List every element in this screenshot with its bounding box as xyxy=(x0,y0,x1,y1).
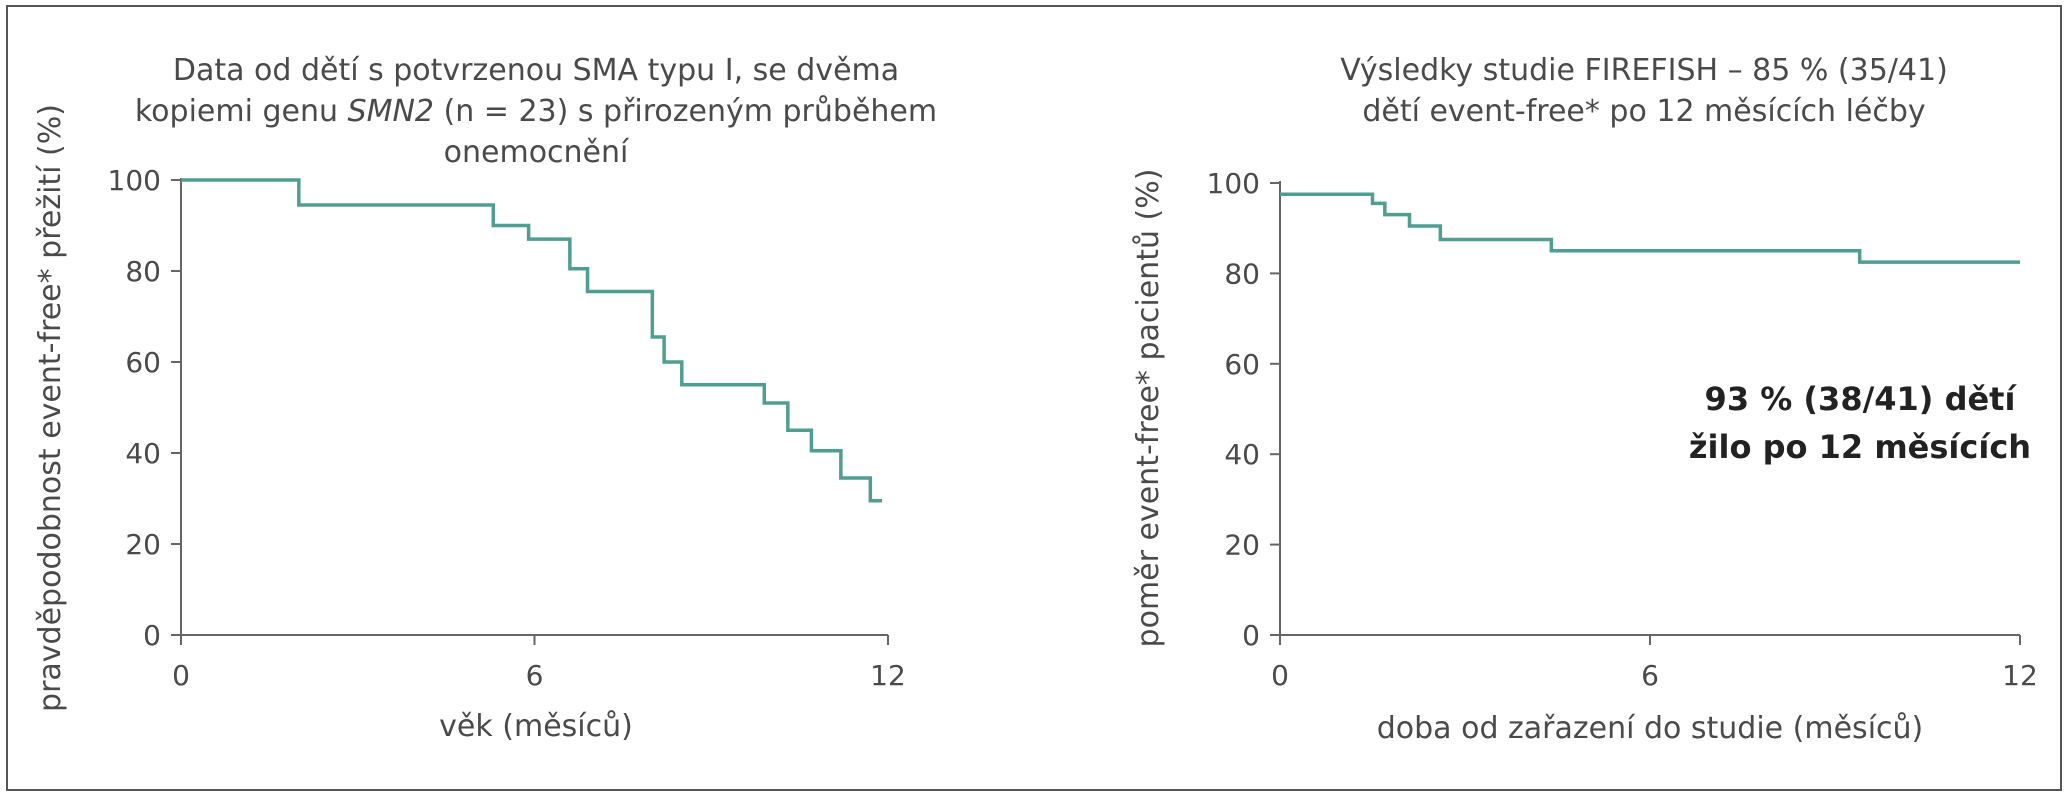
survival-step-line xyxy=(1280,192,2020,264)
chart-title-line: onemocnění xyxy=(444,135,630,170)
x-tick-label: 12 xyxy=(2002,659,2038,692)
x-tick-label: 6 xyxy=(1641,659,1659,692)
survival-step-line xyxy=(181,178,883,503)
x-tick-label: 0 xyxy=(172,659,190,692)
y-tick-label: 20 xyxy=(1224,529,1260,562)
x-axis-label: věk (měsíců) xyxy=(439,709,633,744)
title-segment: (n = 23) s přirozeným průběhem xyxy=(434,94,937,129)
x-tick-label: 0 xyxy=(1271,659,1289,692)
y-tick-label: 60 xyxy=(125,346,161,379)
x-axis-label: doba od zařazení do studie (měsíců) xyxy=(1377,711,1924,746)
y-tick-label: 40 xyxy=(125,437,161,470)
title-segment: SMN2 xyxy=(348,94,434,129)
chart-title-line: dětí event-free* po 12 měsících léčby xyxy=(1362,94,1925,129)
y-tick-label: 0 xyxy=(143,619,161,652)
x-tick-label: 6 xyxy=(526,659,544,692)
y-tick-label: 20 xyxy=(125,528,161,561)
y-tick-label: 100 xyxy=(108,164,161,197)
title-segment: dětí event-free* po 12 měsících léčby xyxy=(1362,94,1925,129)
chart-natural-history: Data od dětí s potvrzenou SMA typu I, se… xyxy=(33,53,937,744)
y-axis-label: poměr event-free* pacientů (%) xyxy=(1131,169,1166,648)
y-axis-label: pravděpodobnost event-free* přežití (%) xyxy=(33,104,68,712)
annotation-text: žilo po 12 měsících xyxy=(1689,428,2031,466)
chart-firefish-study: Výsledky studie FIREFISH – 85 % (35/41) d… xyxy=(1131,53,2038,746)
y-tick-label: 80 xyxy=(1224,257,1260,290)
chart-title-line: Výsledky studie FIREFISH – 85 % (35/41) xyxy=(1340,53,1948,88)
chart-title-line: Data od dětí s potvrzenou SMA typu I, se… xyxy=(173,53,899,88)
annotation-text: 93 % (38/41) dětí xyxy=(1705,380,2018,418)
y-tick-label: 40 xyxy=(1224,438,1260,471)
title-segment: Výsledky studie FIREFISH – 85 % (35/41) xyxy=(1340,53,1948,88)
title-segment: kopiemi genu xyxy=(135,94,348,129)
y-tick-label: 100 xyxy=(1207,167,1260,200)
y-tick-label: 80 xyxy=(125,255,161,288)
title-segment: Data od dětí s potvrzenou SMA typu I, se… xyxy=(173,53,899,88)
y-tick-label: 60 xyxy=(1224,348,1260,381)
figure-frame xyxy=(6,5,2062,791)
y-tick-label: 0 xyxy=(1242,619,1260,652)
chart-title-line: kopiemi genu SMN2 (n = 23) s přirozeným … xyxy=(135,94,937,129)
title-segment: onemocnění xyxy=(444,135,630,170)
x-tick-label: 12 xyxy=(870,659,906,692)
